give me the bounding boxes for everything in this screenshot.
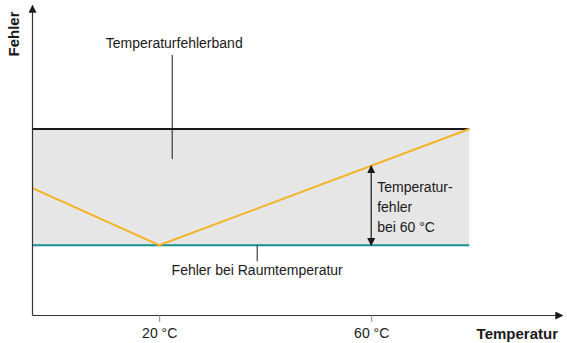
label-pointer — [257, 245, 258, 261]
series-line — [32, 128, 469, 130]
x-tick: 20 °C — [142, 315, 177, 341]
label-pointer — [172, 55, 173, 159]
series-line — [32, 129, 469, 245]
annotation-line: bei 60 °C — [377, 219, 435, 235]
y-axis — [32, 6, 33, 316]
error-band — [32, 129, 469, 245]
x-axis-line — [33, 315, 563, 316]
y-axis-title: Fehler — [5, 11, 22, 56]
x-tick: 60 °C — [354, 315, 389, 341]
annotation-line: fehler — [377, 199, 412, 215]
chart: 20 °C 60 °C Temperatur Fehler Temperaturfehl… — [0, 0, 567, 343]
plot-area — [32, 129, 469, 245]
y-axis-line — [32, 6, 33, 316]
x-axis-title: Temperatur — [477, 325, 559, 342]
annotation-line: Temperatur- — [377, 179, 453, 195]
dimension-arrow — [371, 166, 372, 245]
x-tick-label: 20 °C — [142, 325, 177, 341]
series-line — [32, 244, 469, 246]
x-tick-label: 60 °C — [354, 325, 389, 341]
x-tick-mark — [159, 315, 160, 322]
annotation: Temperatur-fehler bei 60 °C — [377, 179, 453, 235]
series-label: Fehler bei Raumtemperatur — [172, 262, 344, 278]
x-tick-mark — [371, 315, 372, 322]
series-label: Temperaturfehlerband — [106, 35, 243, 51]
